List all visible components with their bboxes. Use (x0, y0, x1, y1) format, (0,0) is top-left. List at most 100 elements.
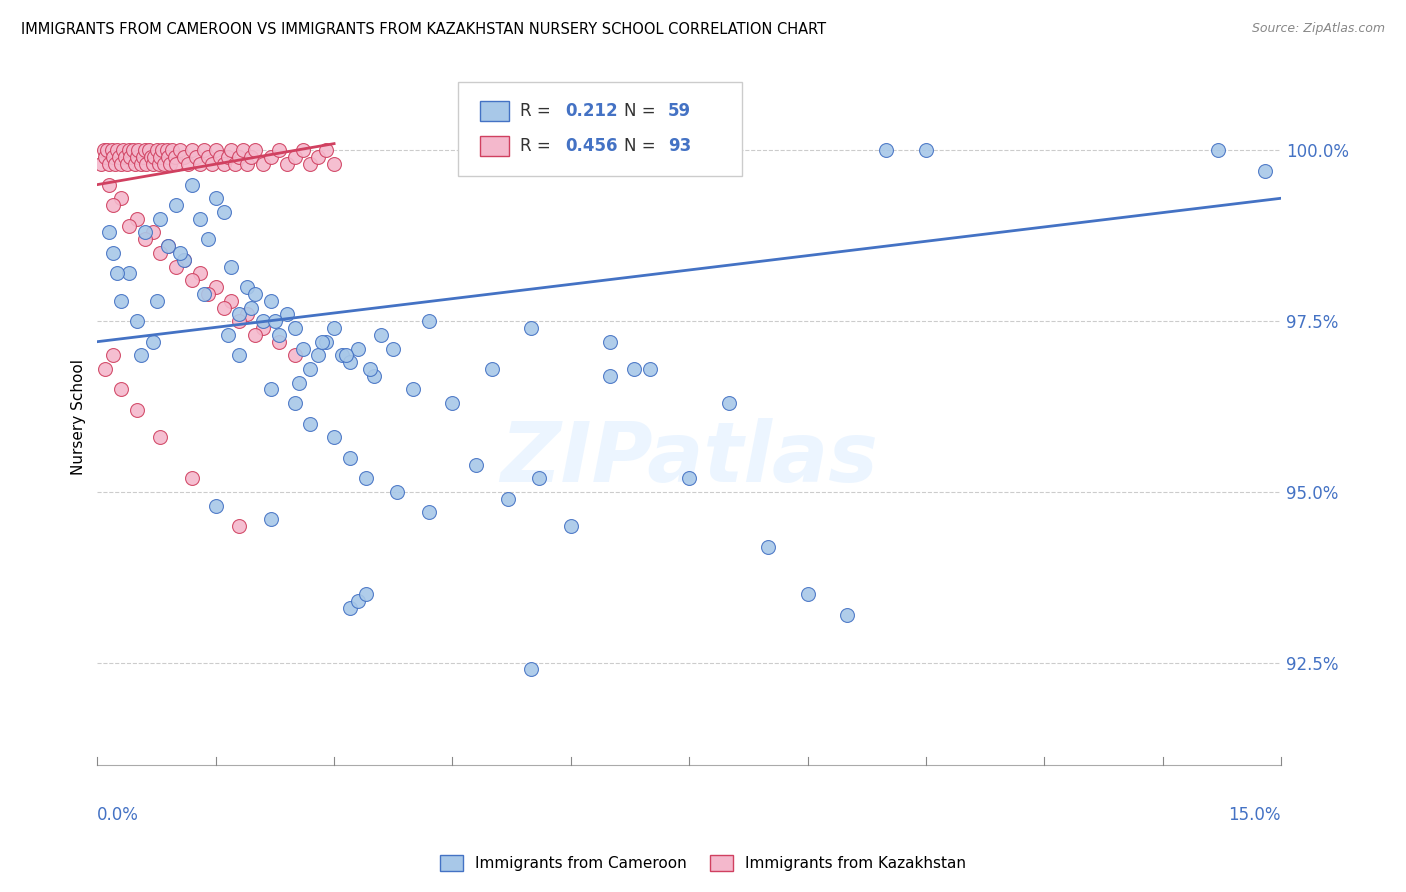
Point (129, 348, 152, 362)
Point (129, 157, 152, 171)
Point (111, 144, 134, 158)
Point (101, 150, 124, 164)
Point (98, 157, 121, 171)
Point (184, 150, 207, 164)
Point (284, 348, 307, 362)
Point (260, 293, 283, 308)
Point (94, 362, 117, 376)
Point (148, 157, 170, 171)
Point (221, 293, 243, 308)
Point (221, 260, 243, 274)
Point (520, 321, 543, 335)
Point (387, 484, 409, 499)
Point (124, 157, 146, 171)
Point (197, 286, 219, 301)
Point (118, 144, 141, 158)
Point (623, 362, 645, 376)
Point (311, 334, 333, 349)
Point (181, 178, 204, 192)
Text: IMMIGRANTS FROM CAMEROON VS IMMIGRANTS FROM KAZAKHSTAN NURSERY SCHOOL CORRELATIO: IMMIGRANTS FROM CAMEROON VS IMMIGRANTS F… (21, 22, 827, 37)
Point (201, 157, 224, 171)
Point (315, 334, 337, 349)
Point (465, 458, 488, 472)
FancyBboxPatch shape (479, 136, 509, 155)
Point (149, 150, 172, 164)
Point (441, 396, 464, 410)
Text: N =: N = (624, 102, 661, 120)
Point (224, 157, 246, 171)
Point (243, 144, 266, 158)
Point (157, 239, 180, 253)
Point (104, 157, 127, 171)
Point (287, 376, 309, 390)
Point (217, 327, 239, 342)
Point (354, 471, 377, 485)
Text: Source: ZipAtlas.com: Source: ZipAtlas.com (1251, 22, 1385, 36)
Text: 93: 93 (668, 136, 692, 155)
Point (101, 348, 124, 362)
Point (101, 246, 124, 260)
Point (236, 280, 259, 294)
Point (149, 246, 172, 260)
Point (150, 144, 173, 158)
Point (228, 150, 250, 164)
Point (114, 150, 136, 164)
Y-axis label: Nursery School: Nursery School (72, 359, 86, 475)
Point (915, 144, 938, 158)
Point (204, 499, 226, 513)
Point (217, 150, 239, 164)
Point (169, 144, 191, 158)
Point (197, 232, 219, 246)
Point (125, 403, 148, 417)
Point (382, 342, 405, 356)
Point (1254, 164, 1277, 178)
Point (756, 540, 779, 554)
Point (243, 327, 266, 342)
Text: 0.212: 0.212 (565, 102, 617, 120)
Point (315, 144, 337, 158)
Point (159, 157, 181, 171)
Point (228, 307, 250, 321)
Point (145, 293, 167, 308)
Point (638, 362, 661, 376)
Point (252, 157, 274, 171)
Point (323, 157, 346, 171)
Point (163, 150, 186, 164)
Point (252, 321, 274, 335)
Point (678, 471, 700, 485)
Point (346, 594, 368, 608)
Point (291, 144, 314, 158)
Point (717, 396, 740, 410)
Point (323, 321, 346, 335)
Point (139, 150, 162, 164)
Point (276, 157, 298, 171)
Point (204, 191, 226, 205)
Point (100, 144, 122, 158)
Point (138, 144, 160, 158)
FancyBboxPatch shape (458, 82, 742, 177)
Point (520, 663, 543, 677)
Point (359, 362, 381, 376)
Point (149, 211, 172, 226)
Point (156, 144, 179, 158)
Point (204, 144, 226, 158)
Text: N =: N = (624, 136, 661, 155)
Point (284, 321, 307, 335)
Point (560, 519, 582, 533)
Point (173, 252, 195, 267)
Point (142, 334, 165, 349)
Point (134, 232, 156, 246)
Point (284, 150, 307, 164)
Point (181, 144, 204, 158)
Point (110, 383, 132, 397)
Point (118, 266, 141, 280)
Point (181, 471, 204, 485)
Text: 0.456: 0.456 (565, 136, 617, 155)
Point (875, 144, 897, 158)
Point (173, 252, 195, 267)
Point (221, 144, 243, 158)
Point (1206, 144, 1229, 158)
Point (264, 314, 287, 328)
Point (496, 491, 519, 506)
Point (260, 383, 283, 397)
